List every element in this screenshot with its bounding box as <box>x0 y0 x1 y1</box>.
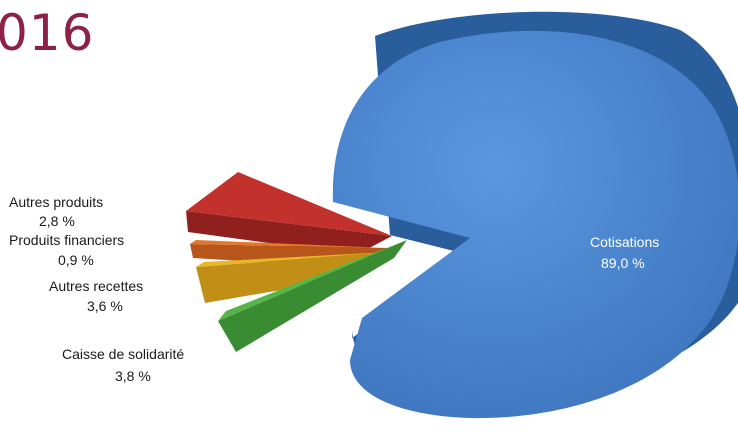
slice-cotisations-top <box>332 30 738 419</box>
slice-autres-recettes <box>196 252 388 303</box>
slice-autres-produits <box>186 172 392 255</box>
label-cotisations: Cotisations <box>590 234 659 250</box>
value-cotisations: 89,0 % <box>601 255 645 271</box>
label-autres-recettes: Autres recettes <box>49 278 143 294</box>
value-caisse-de-solidarite: 3,8 % <box>115 368 151 384</box>
value-produits-financiers: 0,9 % <box>58 252 94 268</box>
value-autres-produits: 2,8 % <box>39 213 75 229</box>
label-caisse-de-solidarite: Caisse de solidarité <box>62 346 184 362</box>
slice-cotisations <box>332 11 738 419</box>
chart-title: 016 <box>0 4 95 62</box>
slice-caisse-de-solidarite <box>218 240 407 352</box>
value-autres-recettes: 3,6 % <box>87 298 123 314</box>
label-produits-financiers: Produits financiers <box>9 232 124 248</box>
label-autres-produits: Autres produits <box>9 194 103 210</box>
